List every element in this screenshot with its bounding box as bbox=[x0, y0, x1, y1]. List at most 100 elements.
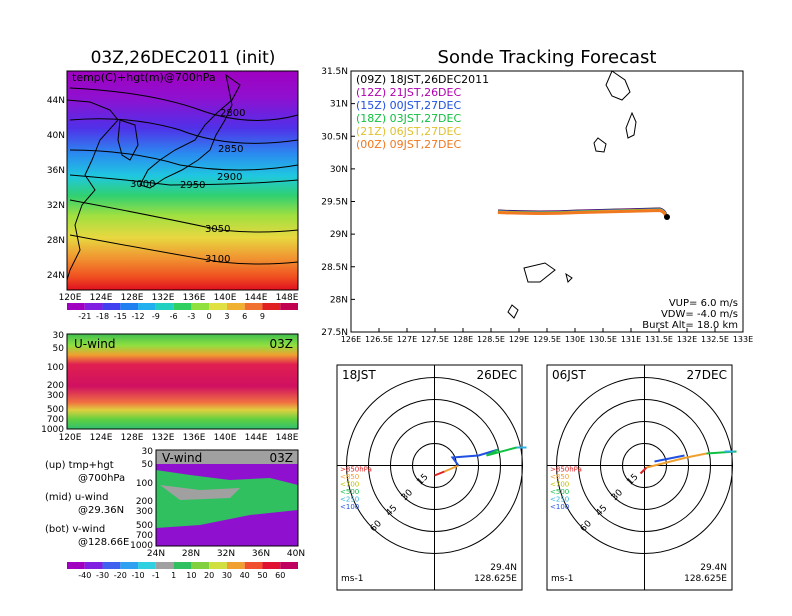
hodo-lon: 128.625E bbox=[474, 574, 517, 584]
colorbar-swatch bbox=[244, 562, 263, 569]
colorbar-swatch bbox=[191, 303, 210, 310]
hodo-unit: ms-1 bbox=[341, 574, 363, 584]
colorbar-swatch bbox=[138, 562, 156, 569]
track-lat-tick: 31.5N bbox=[321, 67, 348, 77]
landing-marker bbox=[664, 214, 670, 220]
hodo-lat: 29.4N bbox=[490, 563, 517, 573]
lon-tick: 124E bbox=[90, 293, 113, 303]
track-lon-tick: 127.5E bbox=[421, 335, 449, 344]
hodo-time: 06JST bbox=[552, 368, 586, 382]
track-lat-tick: 29.5N bbox=[321, 198, 348, 208]
legend-line: @700hPa bbox=[78, 473, 125, 484]
u-wind-label: U-wind bbox=[74, 337, 115, 351]
level-legend: <250 bbox=[550, 496, 569, 504]
v-x-tick: 36N bbox=[252, 549, 270, 559]
colorbar-swatch bbox=[84, 562, 103, 569]
hodo-date: 26DEC bbox=[477, 368, 517, 382]
colorbar-label: -30 bbox=[96, 571, 109, 580]
u-wind-field bbox=[67, 334, 298, 429]
run-legend-line: (00Z) 09JST,27DEC bbox=[356, 138, 461, 151]
run-legend: (09Z) 18JST,26DEC2011 (12Z) 21JST,26DEC … bbox=[356, 73, 489, 151]
left-map-title: 03Z,26DEC2011 (init) bbox=[91, 48, 276, 68]
colorbar-swatch bbox=[280, 303, 298, 310]
level-legend: <850 bbox=[340, 473, 359, 481]
colorbar-label: -21 bbox=[78, 312, 91, 321]
colorbar-label: 10 bbox=[186, 571, 196, 580]
colorbar-label: 20 bbox=[204, 571, 214, 580]
lon-tick: 144E bbox=[245, 293, 268, 303]
lon-tick: 128E bbox=[121, 293, 144, 303]
u-x-tick: 124E bbox=[90, 433, 113, 443]
u-y-tick: 1000 bbox=[41, 425, 64, 435]
u-x-ticks: 120E 124E 128E 132E 136E 140E 144E 148E bbox=[59, 433, 299, 443]
lon-tick: 132E bbox=[152, 293, 175, 303]
wind-colorbar: -40 -30 -20 -10 -1 1 10 20 30 40 50 60 bbox=[67, 562, 298, 580]
level-legend: <100 bbox=[550, 503, 569, 511]
colorbar-label: 1 bbox=[171, 571, 176, 580]
colorbar-swatch bbox=[120, 562, 139, 569]
colorbar-label: -12 bbox=[132, 312, 145, 321]
contour-label: 2900 bbox=[217, 172, 242, 183]
v-x-tick: 24N bbox=[147, 549, 165, 559]
lon-tick: 148E bbox=[276, 293, 299, 303]
u-y-tick: 300 bbox=[47, 391, 64, 401]
v-y-tick: 1000 bbox=[130, 541, 153, 551]
colorbar-label: 60 bbox=[275, 571, 285, 580]
colorbar-label: 3 bbox=[224, 312, 229, 321]
hodo-trace bbox=[450, 448, 499, 467]
lat-tick: 32N bbox=[47, 201, 65, 211]
hodo-date: 27DEC bbox=[687, 368, 727, 382]
hodo-trace bbox=[646, 452, 707, 469]
level-legend: <500 bbox=[550, 488, 569, 496]
hodo-frame bbox=[336, 364, 523, 591]
sonde-tracks bbox=[497, 207, 670, 220]
lon-ticks: 120E 124E 128E 132E 136E 140E 144E 148E bbox=[59, 293, 299, 303]
v-y-tick: 500 bbox=[136, 521, 153, 531]
lat-tick: 40N bbox=[47, 131, 65, 141]
track-lon-tick: 130E bbox=[565, 335, 585, 344]
coastline bbox=[66, 99, 119, 281]
level-legend: >850hPa bbox=[550, 466, 582, 474]
u-y-tick: 50 bbox=[53, 344, 65, 354]
track-lon-tick: 130.5E bbox=[589, 335, 617, 344]
track-lon-tick: 127E bbox=[397, 335, 417, 344]
param-line: VUP= 6.0 m/s bbox=[669, 298, 738, 309]
lon-tick: 140E bbox=[214, 293, 237, 303]
u-x-tick: 148E bbox=[276, 433, 299, 443]
hodograph-left: 18JST 26DEC29.4N128.625Ems-115304560>850h… bbox=[336, 364, 527, 591]
hgt-contour bbox=[69, 174, 299, 186]
lon-tick: 136E bbox=[183, 293, 206, 303]
hgt-contour bbox=[69, 87, 299, 121]
colorbar-swatch bbox=[67, 303, 85, 310]
u-x-tick: 128E bbox=[121, 433, 144, 443]
track-lon-tick: 129.5E bbox=[533, 335, 561, 344]
colorbar-label: -18 bbox=[96, 312, 109, 321]
colorbar-swatch bbox=[138, 303, 156, 310]
track-lon-tick: 132.5E bbox=[701, 335, 729, 344]
colorbar-swatch bbox=[191, 562, 210, 569]
contour-label: 2850 bbox=[218, 144, 243, 155]
hgt-contour bbox=[69, 234, 299, 265]
u-x-tick: 140E bbox=[214, 433, 237, 443]
track-lat-tick: 28N bbox=[330, 295, 348, 305]
hgt-contour bbox=[69, 118, 299, 144]
colorbar-swatch bbox=[102, 562, 121, 569]
u-y-ticks: 30 50 100 200 300 500 700 1000 bbox=[41, 331, 64, 435]
colorbar-label: -40 bbox=[78, 571, 91, 580]
island bbox=[565, 272, 573, 283]
colorbar-swatch bbox=[226, 303, 245, 310]
track-map: (09Z) 18JST,26DEC2011 (12Z) 21JST,26DEC … bbox=[321, 67, 753, 344]
u-y-tick: 100 bbox=[47, 363, 64, 373]
lat-tick: 44N bbox=[47, 96, 65, 106]
legend-line: @128.66E bbox=[78, 537, 129, 548]
colorbar-label: 9 bbox=[260, 312, 265, 321]
track-lon-tick: 131E bbox=[621, 335, 641, 344]
u-x-tick: 144E bbox=[245, 433, 268, 443]
lat-ticks: 44N 40N 36N 32N 28N 24N bbox=[47, 96, 65, 281]
hgt-contour bbox=[69, 199, 299, 233]
colorbar-swatch bbox=[67, 562, 85, 569]
u-y-tick: 500 bbox=[47, 405, 64, 415]
track-lat-tick: 27.5N bbox=[321, 328, 348, 338]
u-x-tick: 136E bbox=[183, 433, 206, 443]
temp-field bbox=[67, 71, 298, 290]
